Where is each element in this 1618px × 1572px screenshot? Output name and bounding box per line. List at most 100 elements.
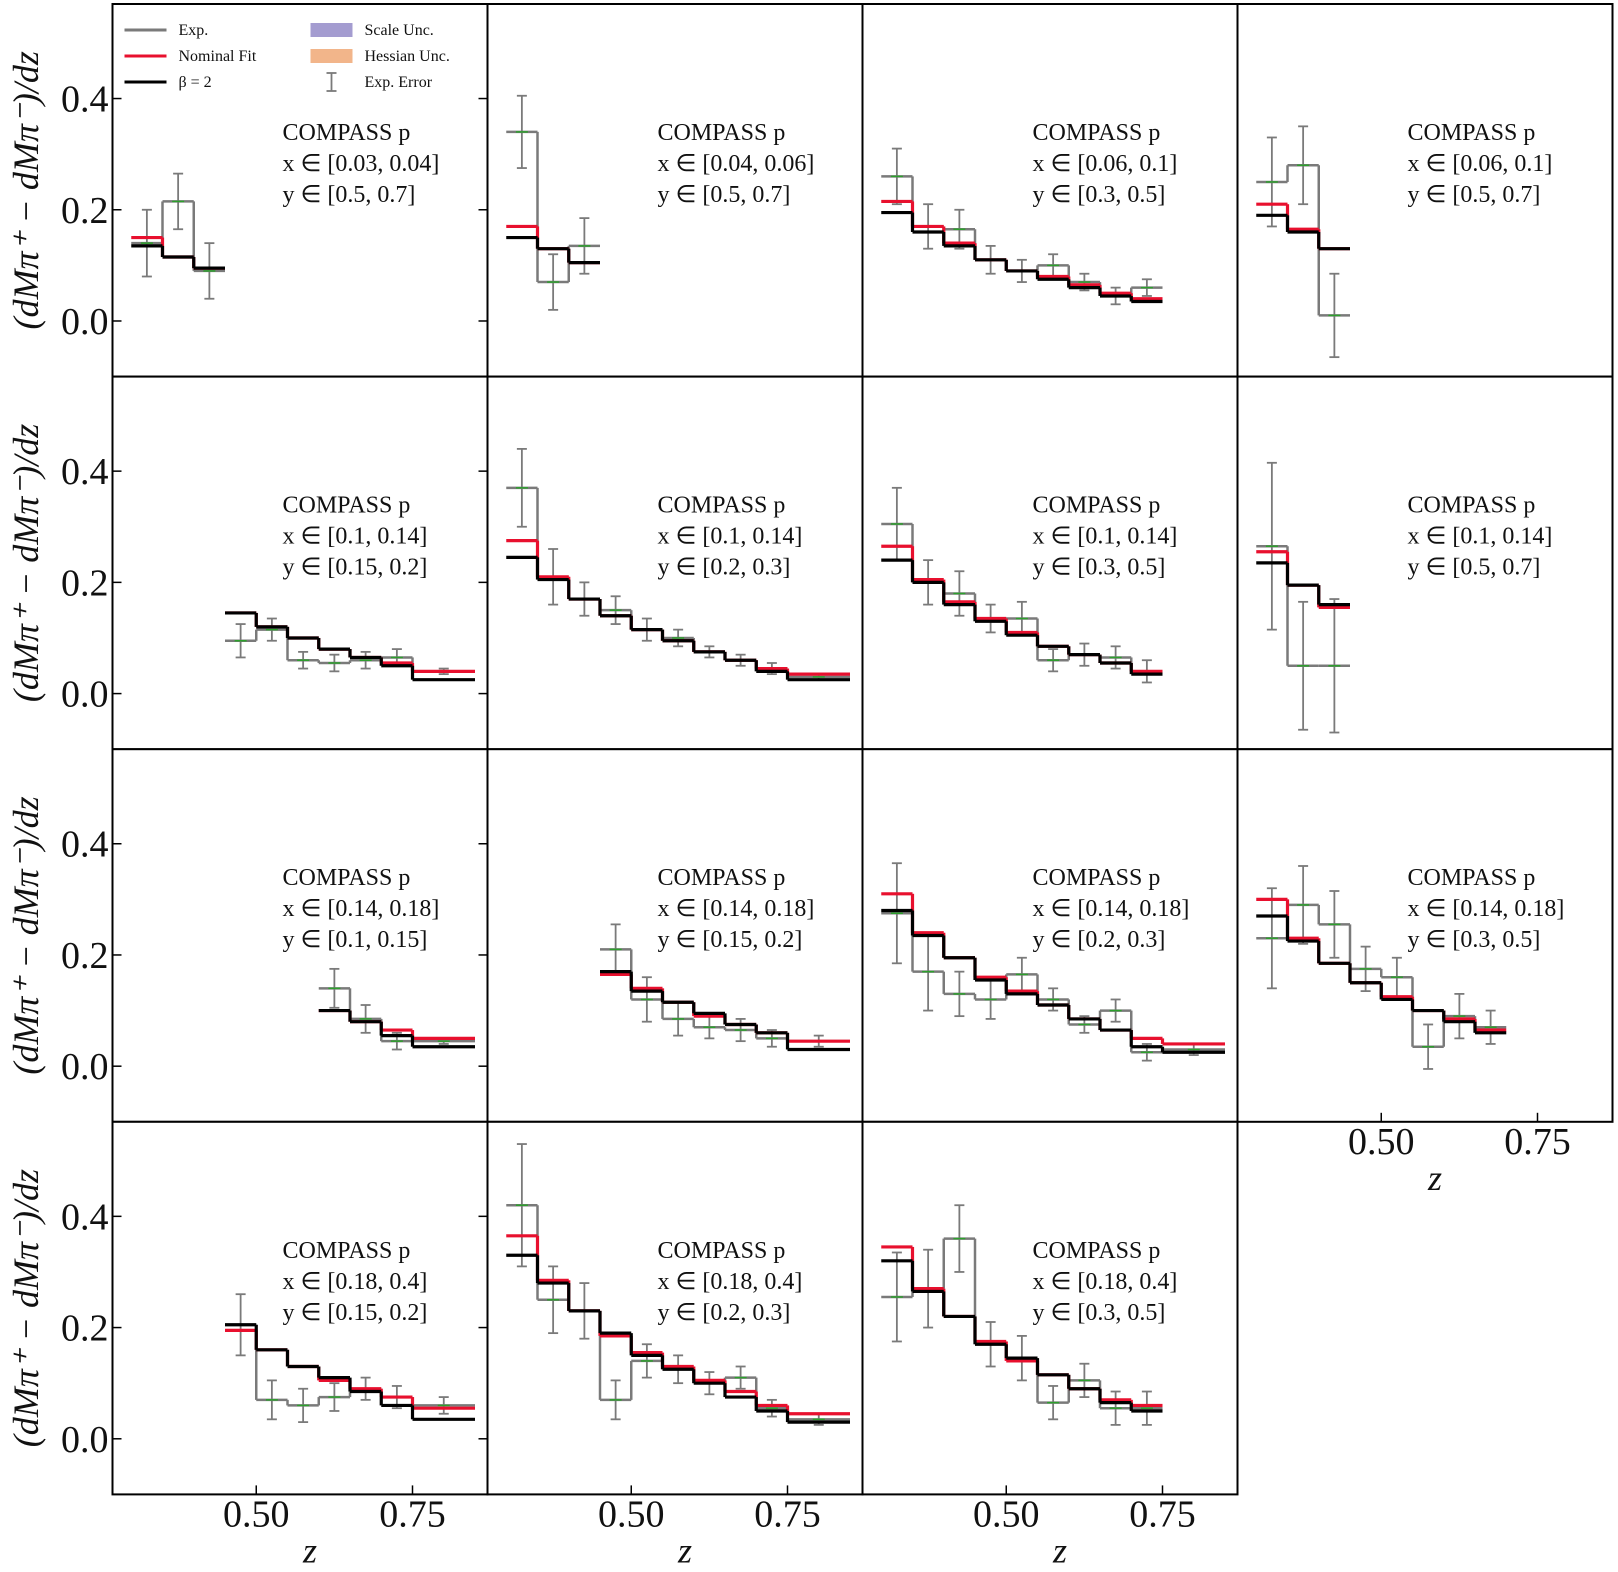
y-tick-label: 0.0 [61, 1419, 109, 1461]
panel-frame [486, 748, 864, 1123]
error-bar [640, 976, 653, 1023]
legend-label: β = 2 [179, 74, 212, 91]
x-tick-label: 0.50 [223, 1493, 290, 1535]
panel: COMPASS p x ∈ [0.04, 0.06] y ∈ [0.5, 0.7] [486, 3, 864, 378]
error-bar [1078, 1362, 1091, 1398]
x-axis-label: z [1052, 1530, 1067, 1570]
error-bar [1140, 1390, 1153, 1426]
panel-annotation: x ∈ [0.14, 0.18] [1033, 896, 1190, 922]
x-axis-label: z [302, 1530, 317, 1570]
panel-annotation: COMPASS p [1033, 865, 1161, 891]
y-tick-label: 0.0 [61, 1046, 109, 1088]
panel-frame [486, 375, 864, 751]
error-bar [1328, 890, 1341, 959]
error-bar [1359, 945, 1372, 993]
panel-frame [111, 375, 489, 751]
panel-annotation: y ∈ [0.3, 0.5] [1033, 555, 1166, 581]
error-bar [328, 967, 341, 1009]
error-bar [1265, 461, 1278, 631]
legend-label: Exp. [179, 22, 209, 39]
panel-annotation: COMPASS p [658, 120, 786, 146]
error-bar [328, 653, 341, 673]
error-bar [297, 650, 310, 670]
panel-annotation: COMPASS p [658, 1238, 786, 1264]
error-bar [359, 1004, 372, 1034]
legend-label: Scale Unc. [365, 22, 434, 39]
panel-frame [1236, 375, 1614, 751]
error-bar [1047, 1385, 1060, 1421]
panel-annotation: x ∈ [0.1, 0.14] [283, 524, 428, 550]
legend-swatch [310, 49, 353, 63]
panel-annotation: COMPASS p [283, 493, 411, 519]
panel-frame [861, 1120, 1239, 1496]
panel-annotation: COMPASS p [283, 120, 411, 146]
y-tick-label: 0.2 [61, 562, 109, 604]
x-tick-label: 0.75 [1504, 1121, 1571, 1163]
error-bar [1328, 598, 1341, 734]
panel-annotation: x ∈ [0.1, 0.14] [658, 524, 803, 550]
panel: COMPASS p x ∈ [0.1, 0.14] y ∈ [0.3, 0.5] [861, 375, 1239, 751]
panel-annotation: y ∈ [0.5, 0.7] [1408, 182, 1541, 208]
panel-annotation: y ∈ [0.2, 0.3] [658, 1300, 791, 1326]
error-bar [734, 1018, 747, 1043]
panel-annotation: y ∈ [0.5, 0.7] [283, 182, 416, 208]
panel: 0.50 0.75 z COMPASS p x ∈ [0.14, 0.18] y ∈ [0… [1236, 748, 1614, 1198]
panel-annotation: x ∈ [0.04, 0.06] [658, 151, 815, 177]
y-tick-label: 0.2 [61, 935, 109, 977]
panel-annotation: COMPASS p [1408, 493, 1536, 519]
error-bar [547, 1265, 560, 1335]
y-tick-label: 0.2 [61, 190, 109, 232]
panel-annotation: COMPASS p [1033, 120, 1161, 146]
panel-annotation: y ∈ [0.3, 0.5] [1408, 927, 1541, 953]
legend-label: Exp. Error [365, 74, 433, 91]
panel-annotation: COMPASS p [1408, 865, 1536, 891]
panel: COMPASS p x ∈ [0.14, 0.18] y ∈ [0.15, 0.2] [486, 748, 864, 1123]
panel-annotation: COMPASS p [1033, 493, 1161, 519]
error-bar [1297, 865, 1310, 945]
y-axis-label: (dMπ⁺ − dMπ⁻)/dz [6, 1169, 46, 1447]
panel-frame [486, 1120, 864, 1496]
y-tick-label: 0.4 [61, 79, 109, 121]
error-bar [1140, 278, 1153, 297]
error-bar [359, 650, 372, 670]
panel: COMPASS p x ∈ [0.1, 0.14] y ∈ [0.2, 0.3] [486, 375, 864, 751]
error-bar [890, 862, 903, 965]
panel-annotation: y ∈ [0.15, 0.2] [283, 555, 428, 581]
y-axis-label: (dMπ⁺ − dMπ⁻)/dz [6, 796, 46, 1074]
error-bar [890, 147, 903, 206]
panel: COMPASS p x ∈ [0.06, 0.1] y ∈ [0.3, 0.5] [861, 3, 1239, 378]
panel-frame [861, 3, 1239, 378]
error-bar [890, 1251, 903, 1343]
error-bar [203, 242, 216, 300]
panel-annotation: COMPASS p [1033, 1238, 1161, 1264]
panel-annotation: y ∈ [0.5, 0.7] [1408, 555, 1541, 581]
error-bar [515, 1143, 528, 1268]
panel: COMPASS p x ∈ [0.1, 0.14] y ∈ [0.5, 0.7] [1236, 375, 1614, 751]
error-bar [265, 617, 278, 642]
panel-annotation: y ∈ [0.1, 0.15] [283, 927, 428, 953]
legend-label: Nominal Fit [179, 48, 257, 65]
panel-annotation: x ∈ [0.18, 0.4] [1033, 1269, 1178, 1295]
error-bar [672, 628, 685, 648]
x-axis-label: z [677, 1530, 692, 1570]
error-bar [1297, 125, 1310, 206]
error-bar [953, 970, 966, 1018]
panel: 0.0 0.2 0.4 0.50 0.75 (dMπ⁺ − dMπ⁻)/dz z COMPAS… [6, 1120, 489, 1570]
error-bar [1109, 645, 1122, 670]
x-tick-label: 0.50 [598, 1493, 665, 1535]
panel: 0.50 0.75 z COMPASS p x ∈ [0.18, 0.4] y ∈ [0.… [486, 1120, 864, 1570]
error-bar [640, 1343, 653, 1379]
panel-annotation: COMPASS p [283, 1238, 411, 1264]
panel-annotation: x ∈ [0.14, 0.18] [1408, 896, 1565, 922]
panel-annotation: y ∈ [0.15, 0.2] [283, 1300, 428, 1326]
error-bar [953, 570, 966, 617]
panel-annotation: x ∈ [0.03, 0.04] [283, 151, 440, 177]
y-tick-label: 0.4 [61, 451, 109, 493]
panel-frame [111, 1120, 489, 1496]
panel-annotation: y ∈ [0.3, 0.5] [1033, 1300, 1166, 1326]
error-bar [437, 1396, 450, 1415]
panel: 0.50 0.75 z COMPASS p x ∈ [0.18, 0.4] y ∈ [0.… [861, 1120, 1239, 1570]
error-bar [515, 447, 528, 528]
